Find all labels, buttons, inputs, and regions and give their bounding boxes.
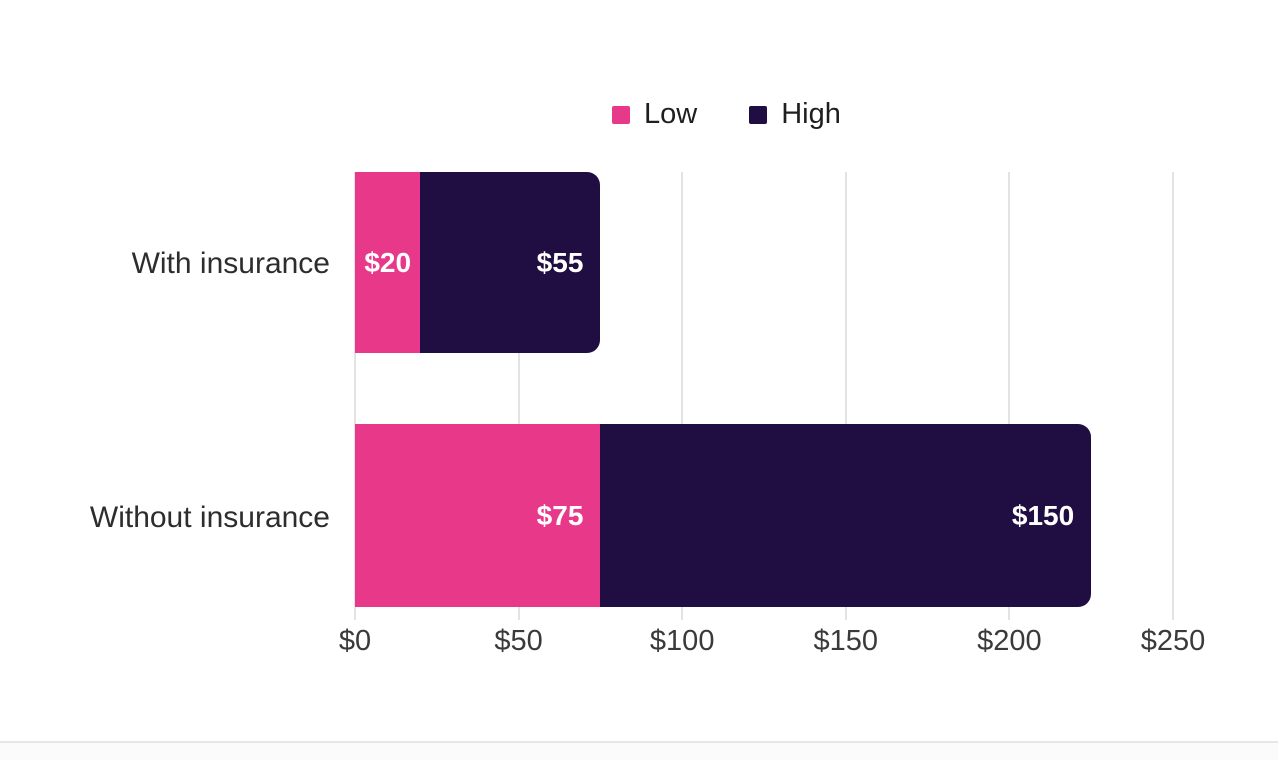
bar-value-label: $75 — [536, 499, 584, 531]
category-label-without-insurance: Without insurance — [89, 501, 330, 534]
gridline — [1172, 172, 1174, 620]
gridline — [681, 172, 684, 620]
plot-area: $20 $55 $75 $150 — [354, 172, 1174, 620]
gridline — [844, 172, 847, 620]
bar-segment-high-without-insurance[interactable]: $150 — [600, 424, 1092, 607]
gridline — [517, 172, 520, 620]
bar-segment-high-with-insurance[interactable]: $55 — [420, 172, 601, 353]
legend-label-high: High — [781, 98, 841, 130]
x-axis: $0 $50 $100 $150 $200 $250 — [339, 625, 1205, 661]
bar-segment-low-with-insurance[interactable]: $20 — [355, 172, 421, 353]
x-tick-label: $150 — [813, 625, 879, 657]
chart-legend: Low High — [612, 100, 841, 129]
x-tick-label: $0 — [338, 625, 372, 657]
category-label-with-insurance: With insurance — [131, 247, 330, 280]
x-tick-label: $100 — [649, 625, 715, 657]
bar-value-label: $150 — [1011, 499, 1075, 531]
legend-swatch-low-icon — [612, 105, 630, 124]
x-tick-label: $50 — [494, 625, 543, 657]
legend-item-high[interactable]: High — [749, 100, 841, 129]
x-tick-label: $200 — [977, 625, 1042, 657]
page-bottom-edge — [0, 741, 1278, 760]
legend-item-low[interactable]: Low — [612, 100, 697, 129]
legend-label-low: Low — [644, 98, 698, 130]
gridline — [354, 172, 356, 620]
bar-without-insurance: $75 $150 — [355, 424, 1092, 607]
bar-value-label: $20 — [364, 246, 412, 278]
bar-value-label: $55 — [536, 246, 584, 278]
bar-with-insurance: $20 $55 — [355, 172, 601, 353]
gridline — [1008, 172, 1011, 620]
legend-swatch-high-icon — [749, 105, 768, 124]
bar-segment-low-without-insurance[interactable]: $75 — [355, 424, 601, 607]
x-tick-label: $250 — [1140, 625, 1206, 657]
